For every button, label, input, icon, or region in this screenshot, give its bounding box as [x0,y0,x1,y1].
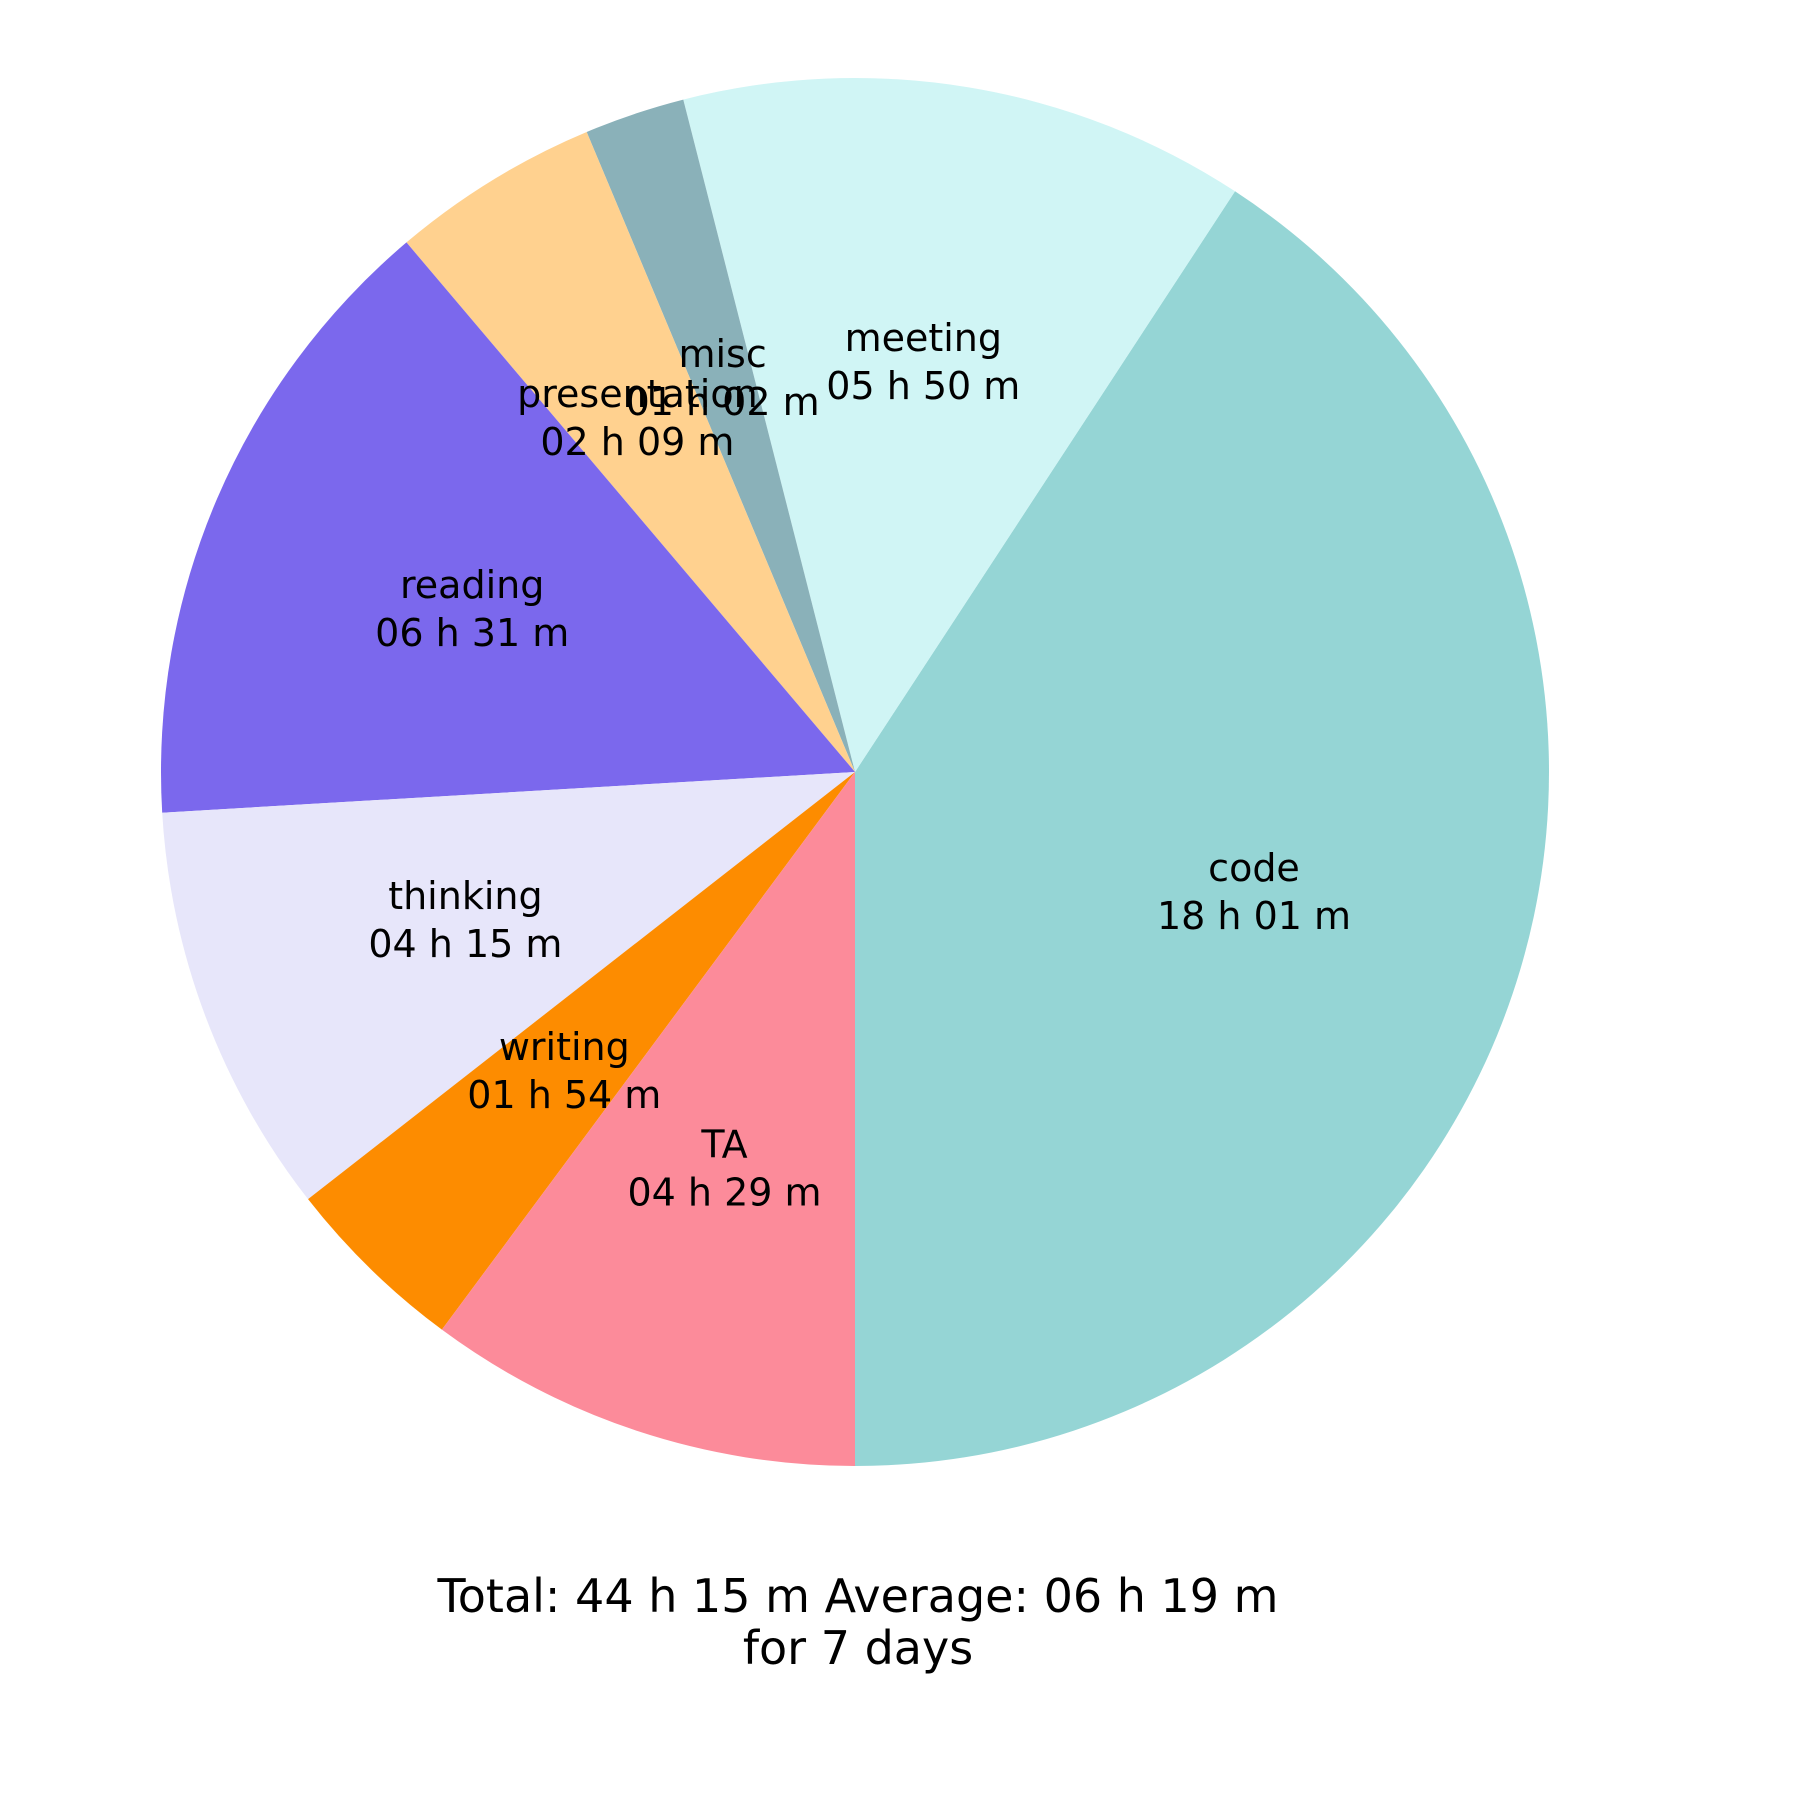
slice-label-presentation: presentation 02 h 09 m [517,372,758,464]
slice-label-writing: writing 01 h 54 m [467,1025,661,1117]
slice-value: 01 h 54 m [467,1073,661,1117]
slice-name: thinking [388,874,542,918]
slice-label-reading: reading 06 h 31 m [375,563,569,655]
slice-name: reading [400,563,544,607]
slice-name: writing [499,1025,630,1069]
pie-slice-misc [586,99,855,772]
summary-line-1: Total: 44 h 15 m Average: 06 h 19 m [437,1569,1279,1623]
slice-value: 18 h 01 m [1157,894,1351,938]
slice-label-ta: TA 04 h 29 m [627,1122,821,1214]
slice-label-thinking: thinking 04 h 15 m [368,874,562,966]
slice-value: 01 h 02 m [626,380,820,424]
slice-value: 02 h 09 m [540,420,734,464]
slice-name: misc [678,332,766,376]
pie-slice-reading [160,242,855,813]
slice-value: 04 h 29 m [627,1170,821,1214]
pie-slice-presentation [406,131,855,773]
slice-value: 04 h 15 m [368,922,562,966]
pie-slice-ta [441,772,855,1466]
summary-line-2: for 7 days [743,1621,973,1675]
slice-name: TA [700,1122,747,1166]
pie-slice-thinking [162,772,855,1200]
slice-label-code: code 18 h 01 m [1157,846,1351,938]
slice-name: presentation [517,372,758,416]
slice-name: code [1208,846,1300,890]
pie-slices [160,77,1549,1466]
slice-value: 06 h 31 m [375,611,569,655]
slice-label-misc: misc 01 h 02 m [626,332,820,424]
slice-name: meeting [845,316,1002,360]
pie-slice-meeting [683,77,1236,772]
pie-slice-writing [308,772,855,1330]
slice-value: 05 h 50 m [826,364,1020,408]
slice-label-meeting: meeting 05 h 50 m [826,316,1020,408]
pie-slice-code [855,191,1549,1466]
